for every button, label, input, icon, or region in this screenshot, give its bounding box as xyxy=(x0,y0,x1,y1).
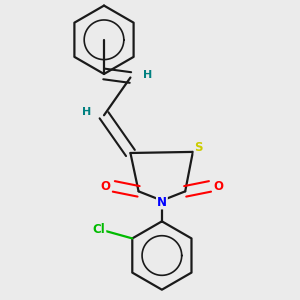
Text: H: H xyxy=(82,107,92,117)
Text: N: N xyxy=(157,196,167,208)
Text: S: S xyxy=(195,141,203,154)
Text: O: O xyxy=(213,180,223,193)
Text: Cl: Cl xyxy=(93,223,105,236)
Text: O: O xyxy=(100,180,110,193)
Text: H: H xyxy=(143,70,152,80)
